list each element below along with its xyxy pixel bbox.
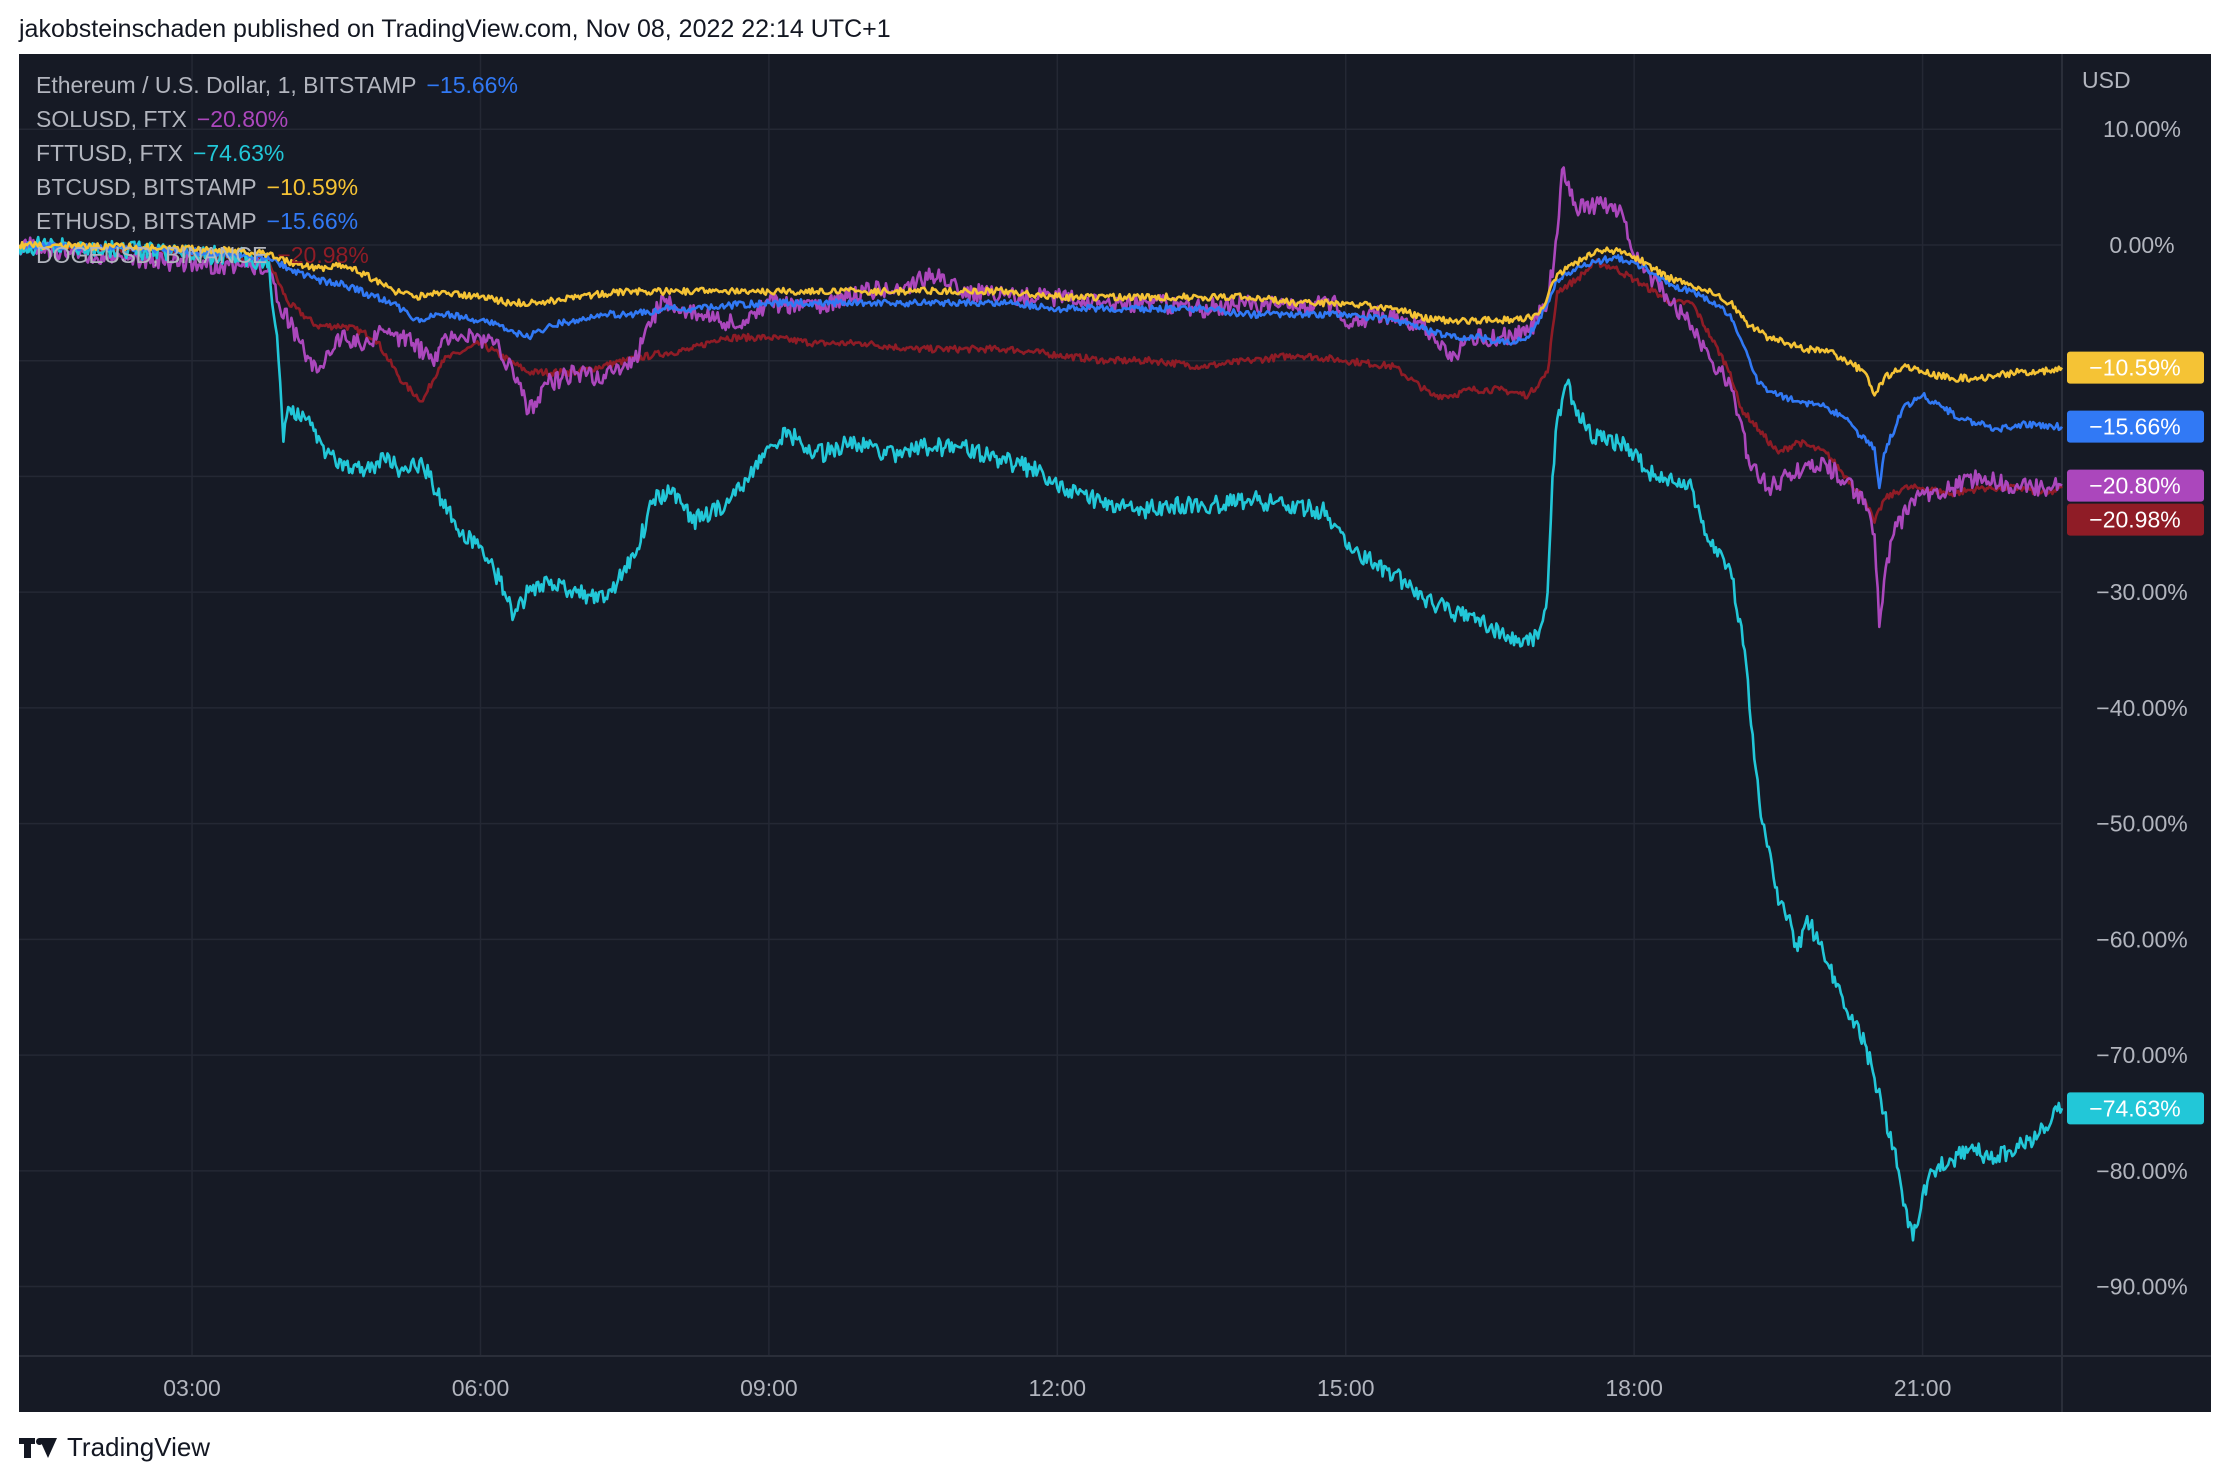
- legend-change: −10.59%: [266, 174, 359, 200]
- last-value-text: −20.80%: [2089, 473, 2180, 499]
- last-value-badge: [2067, 469, 2204, 502]
- legend-symbol: BTCUSD, BITSTAMP: [36, 174, 257, 200]
- chart-svg[interactable]: USD 10.00% 0.00% −30.00% −40.00% −50.00% −60.0…: [19, 54, 2211, 1412]
- series-line-btcusd: [19, 240, 2064, 397]
- legend-change: −20.98%: [277, 242, 369, 268]
- last-value-badge: [2067, 351, 2204, 384]
- series-line-fttusd: [19, 235, 2064, 1242]
- y-tick-label: −50.00%: [2096, 811, 2187, 837]
- y-tick-label: −90.00%: [2096, 1274, 2187, 1300]
- legend-symbol: DOGEUSD, BINANCE: [36, 242, 268, 268]
- y-tick-label: −80.00%: [2096, 1158, 2187, 1184]
- tradingview-logo-icon: [19, 1436, 57, 1460]
- series-line-solusd: [19, 166, 2063, 629]
- brand-name: TradingView: [67, 1432, 211, 1462]
- chart-legend: Ethereum / U.S. Dollar, 1, BITSTAMP −15.6…: [36, 68, 518, 272]
- legend-row[interactable]: FTTUSD, FTX −74.63%: [36, 136, 518, 170]
- legend-row[interactable]: SOLUSD, FTX −20.80%: [36, 102, 518, 136]
- last-value-badge: [2067, 1092, 2204, 1125]
- last-value-badge: [2067, 503, 2204, 536]
- legend-symbol: ETHUSD, BITSTAMP: [36, 208, 257, 234]
- legend-change: −15.66%: [266, 208, 359, 234]
- last-value-text: −20.98%: [2089, 507, 2180, 533]
- y-tick-label: −70.00%: [2096, 1042, 2187, 1068]
- y-tick-label: 0.00%: [2109, 232, 2174, 258]
- legend-symbol: FTTUSD, FTX: [36, 140, 183, 166]
- last-value-text: −10.59%: [2089, 355, 2180, 381]
- x-tick-label: 15:00: [1317, 1375, 1375, 1401]
- last-value-labels: −10.59% −15.66% −20.80% −20.98% −74.63%: [2067, 351, 2204, 1125]
- y-tick-label: 10.00%: [2103, 116, 2181, 142]
- last-value-badge: [2067, 410, 2204, 443]
- legend-row[interactable]: BTCUSD, BITSTAMP −10.59%: [36, 170, 518, 204]
- y-tick-label: −60.00%: [2096, 926, 2187, 952]
- x-tick-label: 21:00: [1894, 1375, 1952, 1401]
- footer-brand: TradingView: [19, 1432, 210, 1463]
- legend-row[interactable]: ETHUSD, BITSTAMP −15.66%: [36, 204, 518, 238]
- time-axis[interactable]: 03:00 06:00 09:00 12:00 15:00 18:00 21:00: [163, 1375, 1951, 1401]
- y-tick-label: −40.00%: [2096, 695, 2187, 721]
- chart-pane[interactable]: USD 10.00% 0.00% −30.00% −40.00% −50.00% −60.0…: [19, 54, 2211, 1412]
- axis-unit-label: USD: [2082, 67, 2131, 93]
- legend-change: −20.80%: [196, 106, 289, 132]
- legend-change: −15.66%: [426, 72, 518, 98]
- legend-change: −74.63%: [192, 140, 285, 166]
- last-value-text: −15.66%: [2089, 414, 2180, 440]
- x-tick-label: 09:00: [740, 1375, 798, 1401]
- legend-symbol: SOLUSD, FTX: [36, 106, 187, 132]
- price-axis[interactable]: USD 10.00% 0.00% −30.00% −40.00% −50.00% −60.0…: [2082, 67, 2188, 1300]
- y-tick-label: −30.00%: [2096, 579, 2187, 605]
- legend-symbol: Ethereum / U.S. Dollar, 1, BITSTAMP: [36, 72, 417, 98]
- series-line-dogeusd: [19, 240, 2064, 524]
- published-line: jakobsteinschaden published on TradingVi…: [19, 15, 891, 43]
- series-layer: [19, 166, 2064, 1242]
- series-line-ethusd: [19, 240, 2064, 490]
- last-value-text: −74.63%: [2089, 1095, 2180, 1121]
- legend-row[interactable]: DOGEUSD, BINANCE −20.98%: [36, 238, 518, 272]
- x-tick-label: 12:00: [1029, 1375, 1087, 1401]
- legend-row[interactable]: Ethereum / U.S. Dollar, 1, BITSTAMP −15.6…: [36, 68, 518, 102]
- x-tick-label: 06:00: [452, 1375, 510, 1401]
- x-tick-label: 03:00: [163, 1375, 221, 1401]
- x-tick-label: 18:00: [1605, 1375, 1663, 1401]
